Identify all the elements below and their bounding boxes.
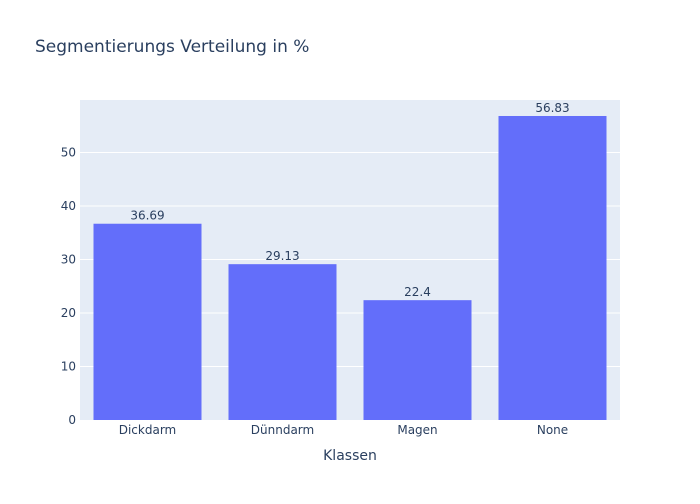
y-tick-label: 0 bbox=[68, 413, 76, 427]
bar-none[interactable] bbox=[498, 115, 607, 420]
data-label: 56.83 bbox=[535, 101, 569, 115]
y-tick-label: 10 bbox=[61, 360, 76, 374]
data-label: 36.69 bbox=[130, 209, 164, 223]
y-tick-label: 30 bbox=[61, 253, 76, 267]
bar-dickdarm[interactable] bbox=[93, 223, 202, 420]
x-tick-label: None bbox=[537, 423, 568, 437]
bars-group bbox=[93, 115, 607, 420]
bar-dünndarm[interactable] bbox=[228, 264, 337, 420]
bar-magen[interactable] bbox=[363, 300, 472, 420]
x-axis-ticks: Dickdarm Dünndarm Magen None bbox=[119, 423, 568, 437]
y-tick-label: 40 bbox=[61, 199, 76, 213]
x-tick-label: Magen bbox=[397, 423, 437, 437]
y-tick-label: 50 bbox=[61, 146, 76, 160]
data-labels-group: 36.69 29.13 22.4 56.83 bbox=[130, 101, 569, 299]
x-tick-label: Dickdarm bbox=[119, 423, 177, 437]
x-axis-title: Klassen bbox=[323, 448, 377, 464]
data-label: 29.13 bbox=[265, 249, 299, 263]
chart-title: Segmentierungs Verteilung in % bbox=[35, 37, 309, 57]
x-tick-label: Dünndarm bbox=[251, 423, 314, 437]
y-axis-ticks: 0 10 20 30 40 50 bbox=[61, 146, 76, 427]
y-tick-label: 20 bbox=[61, 306, 76, 320]
data-label: 22.4 bbox=[404, 285, 431, 299]
